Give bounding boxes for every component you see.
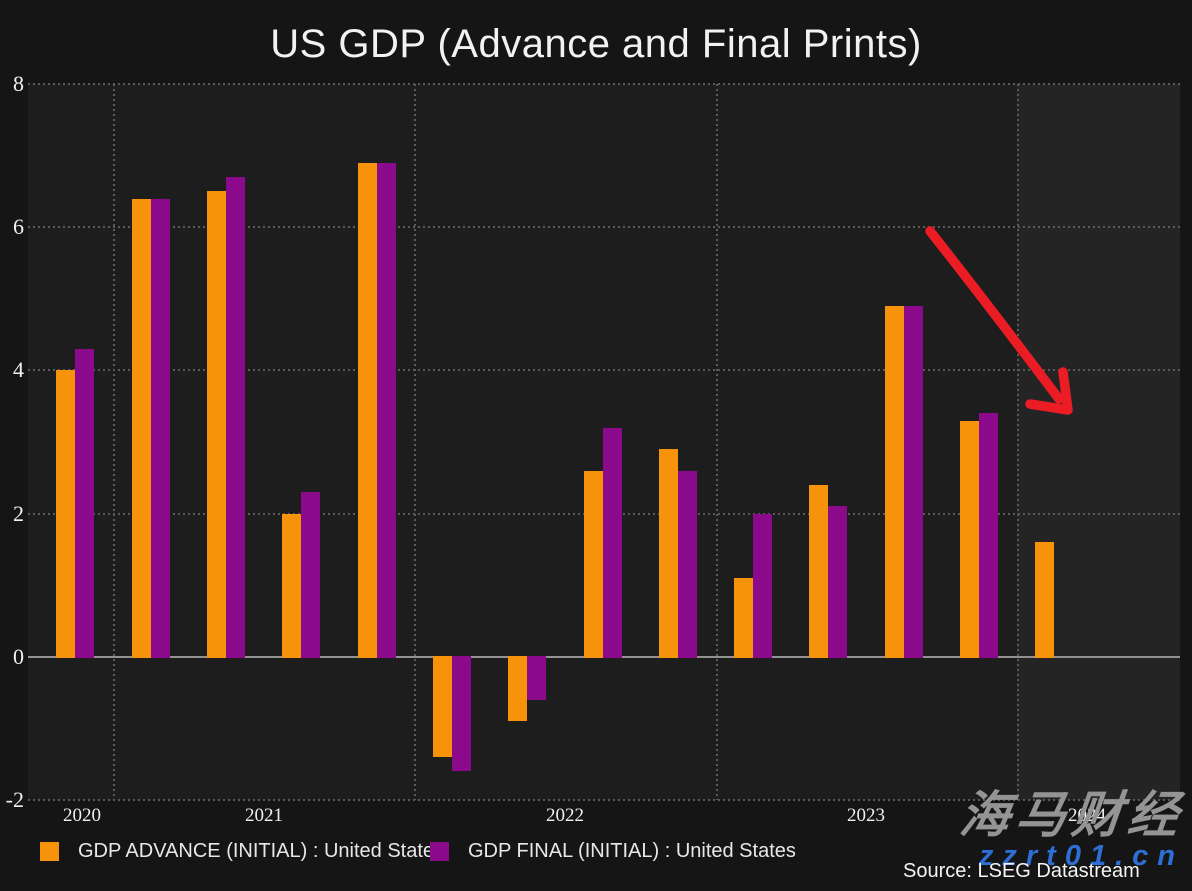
watermark-text: 海马财经 xyxy=(957,787,1187,843)
x-tick-label-2024: 2024 xyxy=(1068,805,1106,826)
bar-advance-2023-q2 xyxy=(809,485,828,658)
legend-swatch-final-icon xyxy=(430,842,449,861)
x-tick-label-2021: 2021 xyxy=(245,805,283,826)
legend-item-final: GDP FINAL (INITIAL) : United States xyxy=(430,840,796,863)
x-tick-label-2023: 2023 xyxy=(847,805,885,826)
bar-advance-2023-q3 xyxy=(885,306,904,658)
bar-final-2023-q2 xyxy=(828,506,847,658)
year-band-2024 xyxy=(1017,84,1180,800)
bar-advance-2020-q4 xyxy=(56,370,75,658)
gridline-y-4 xyxy=(28,369,1180,371)
chart-title: US GDP (Advance and Final Prints) xyxy=(270,22,922,66)
bar-final-2021-q4 xyxy=(377,162,396,658)
watermark-url: zzrt01.cn xyxy=(978,840,1184,872)
bar-advance-2021-q1 xyxy=(132,198,151,658)
vertical-gridline-2023 xyxy=(716,84,718,800)
bar-final-2023-q3 xyxy=(904,306,923,658)
bar-advance-2022-q1 xyxy=(433,655,452,757)
bar-advance-2022-q2 xyxy=(508,655,527,722)
bar-advance-2021-q3 xyxy=(282,513,301,658)
bar-final-2022-q4 xyxy=(678,470,697,658)
bar-advance-2022-q4 xyxy=(659,449,678,658)
bar-final-2021-q2 xyxy=(226,177,245,658)
y-tick-label-0: 0 xyxy=(13,644,24,669)
bar-advance-2023-q1 xyxy=(734,578,753,658)
gridline-y--2 xyxy=(28,799,1180,801)
legend-label-final: GDP FINAL (INITIAL) : United States xyxy=(468,840,796,862)
legend-item-advance: GDP ADVANCE (INITIAL) : United States xyxy=(40,840,444,863)
legend-label-advance: GDP ADVANCE (INITIAL) : United States xyxy=(78,840,445,862)
bar-final-2022-q1 xyxy=(452,655,471,772)
legend-swatch-advance-icon xyxy=(40,842,59,861)
y-tick-label-8: 8 xyxy=(13,71,24,96)
watermark: 海马财经 zzrt01.cn xyxy=(957,787,1187,872)
bar-final-2022-q2 xyxy=(527,655,546,700)
vertical-gridline-2022 xyxy=(414,84,416,800)
bar-final-2021-q3 xyxy=(301,492,320,658)
vertical-gridline-2021 xyxy=(113,84,115,800)
y-tick-label-2: 2 xyxy=(13,501,24,526)
source-credit: Source: LSEG Datastream xyxy=(903,860,1140,882)
bar-final-2023-q1 xyxy=(753,513,772,658)
x-tick-label-2022: 2022 xyxy=(546,805,584,826)
vertical-gridline-2024 xyxy=(1017,84,1019,800)
x-tick-label-2020: 2020 xyxy=(63,805,101,826)
plot-area xyxy=(28,83,1180,801)
y-tick-label-6: 6 xyxy=(13,214,24,239)
gridline-y-8 xyxy=(28,83,1180,85)
bar-advance-2023-q4 xyxy=(960,420,979,658)
bar-advance-2021-q4 xyxy=(358,162,377,658)
gridline-y-6 xyxy=(28,226,1180,228)
bar-advance-2024-q1 xyxy=(1035,542,1054,658)
bar-final-2023-q4 xyxy=(979,413,998,658)
y-tick-label--2: -2 xyxy=(5,787,24,812)
bar-advance-2021-q2 xyxy=(207,191,226,658)
bar-final-2020-q4 xyxy=(75,348,94,658)
bar-final-2022-q3 xyxy=(603,427,622,658)
bar-final-2021-q1 xyxy=(151,198,170,658)
bar-advance-2022-q3 xyxy=(584,470,603,658)
y-tick-label-4: 4 xyxy=(13,357,24,382)
